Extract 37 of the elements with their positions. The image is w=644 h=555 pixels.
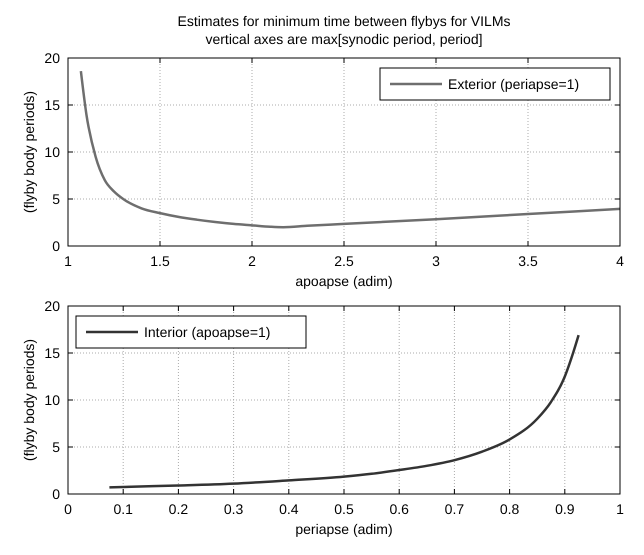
line-series (80, 70, 622, 228)
y-tick-label: 15 (44, 345, 60, 361)
x-axis-title: apoapse (adim) (295, 273, 393, 289)
x-tick-label: 0.3 (224, 501, 244, 517)
x-tick-label: 0.1 (113, 501, 134, 517)
y-tick-label: 15 (44, 97, 60, 113)
legend-label: Interior (apoapse=1) (144, 324, 270, 340)
y-axis-title: (flyby body periods) (21, 338, 37, 462)
y-tick-label: 0 (52, 238, 60, 254)
chart-subtitle: vertical axes are max[synodic period, period] (205, 31, 483, 47)
chart-title: Estimates for minimum time between flybys for VILMs (178, 13, 510, 29)
x-tick-label: 0.4 (279, 501, 299, 517)
x-tick-label: 1.5 (150, 253, 170, 269)
x-tick-label: 0.8 (500, 501, 520, 517)
x-tick-label: 3.5 (518, 253, 538, 269)
y-tick-label: 10 (44, 144, 60, 160)
y-tick-label: 5 (52, 191, 60, 207)
y-tick-label: 10 (44, 392, 60, 408)
x-tick-label: 2.5 (334, 253, 354, 269)
x-axis-title: periapse (adim) (295, 521, 393, 537)
y-tick-label: 0 (52, 486, 60, 502)
x-tick-label: 1 (64, 253, 72, 269)
x-tick-label: 3 (432, 253, 440, 269)
x-tick-label: 0.5 (334, 501, 354, 517)
x-tick-label: 0.7 (444, 501, 464, 517)
legend-label: Exterior (periapse=1) (448, 76, 580, 92)
x-tick-label: 0.2 (168, 501, 188, 517)
x-tick-label: 0 (64, 501, 72, 517)
y-tick-label: 20 (44, 298, 60, 314)
x-tick-label: 1 (616, 501, 624, 517)
y-axis-title: (flyby body periods) (21, 90, 37, 214)
x-tick-label: 2 (248, 253, 256, 269)
y-tick-label: 5 (52, 439, 60, 455)
x-tick-label: 4 (616, 253, 624, 269)
x-tick-label: 0.9 (555, 501, 575, 517)
y-tick-label: 20 (44, 50, 60, 66)
x-tick-label: 0.6 (389, 501, 410, 517)
